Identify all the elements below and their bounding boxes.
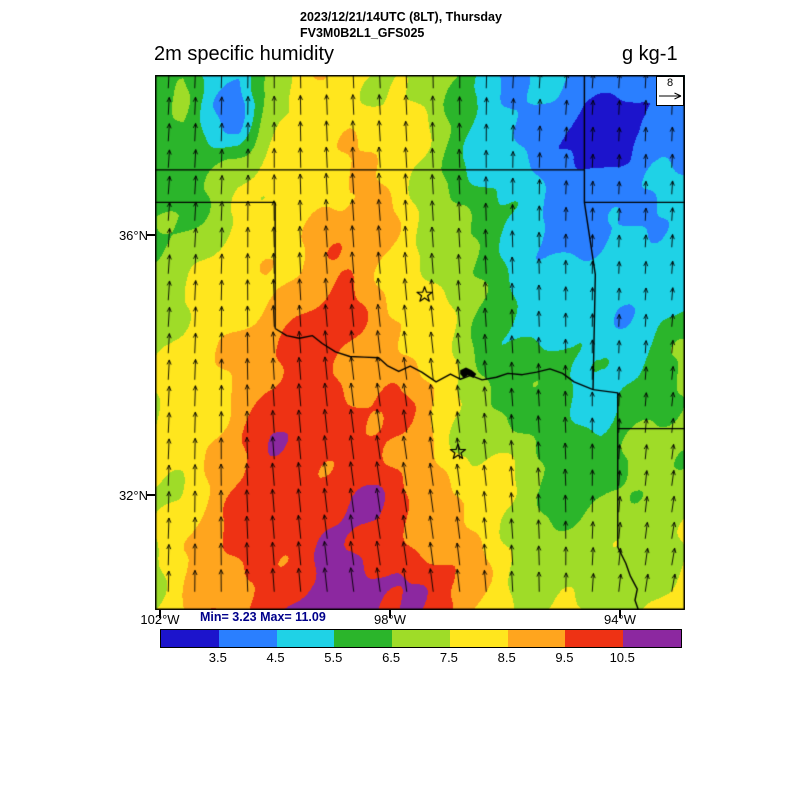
colorbar-segment <box>623 630 682 647</box>
lon-tick-mark-98w <box>389 610 391 618</box>
colorbar-segment <box>218 630 277 647</box>
lon-tick-label-102w: 102°W <box>140 612 180 627</box>
lon-tick-mark-102w <box>159 610 161 618</box>
colorbar-segment <box>276 630 335 647</box>
minmax-label: Min= 3.23 Max= 11.09 <box>200 610 326 624</box>
lon-tick-label-94w: 94°W <box>604 612 636 627</box>
lon-tick-label-98w: 98°W <box>374 612 406 627</box>
colorbar-segment <box>449 630 508 647</box>
colorbar-segment <box>161 630 219 647</box>
colorbar-tick-label: 3.5 <box>208 650 227 665</box>
humidity-map-canvas <box>155 75 685 610</box>
colorbar-tick-label: 7.5 <box>439 650 458 665</box>
colorbar-tick-label: 5.5 <box>324 650 343 665</box>
colorbar-tick-label: 8.5 <box>497 650 516 665</box>
colorbar-tick-label: 4.5 <box>266 650 285 665</box>
wind-reference-arrow-icon <box>659 92 682 100</box>
colorbar-segment <box>507 630 566 647</box>
units-label: g kg-1 <box>622 43 678 65</box>
model-title: FV3M0B2L1_GFS025 <box>300 26 425 40</box>
lat-tick-label-36n: 36°N <box>118 228 148 243</box>
colorbar-segment <box>334 630 393 647</box>
lon-tick-mark-94w <box>619 610 621 618</box>
map-area: 8 <box>155 75 685 610</box>
colorbar-tick-label: 6.5 <box>382 650 401 665</box>
colorbar-tick-label: 10.5 <box>609 650 635 665</box>
colorbar-tick-label: 9.5 <box>555 650 574 665</box>
colorbar-segment <box>392 630 450 647</box>
lat-tick-mark-32n <box>147 494 155 496</box>
variable-title: 2m specific humidity <box>154 43 335 65</box>
colorbar-segment <box>565 630 624 647</box>
date-title: 2023/12/21/14UTC (8LT), Thursday <box>300 10 502 24</box>
colorbar-labels: 3.5 4.5 5.5 6.5 7.5 8.5 9.5 10.5 <box>160 650 680 666</box>
colorbar <box>160 629 682 648</box>
wind-reference-box: 8 <box>656 76 684 106</box>
lat-tick-label-32n: 32°N <box>118 488 148 503</box>
lat-tick-mark-36n <box>147 234 155 236</box>
wind-reference-value: 8 <box>666 77 674 89</box>
